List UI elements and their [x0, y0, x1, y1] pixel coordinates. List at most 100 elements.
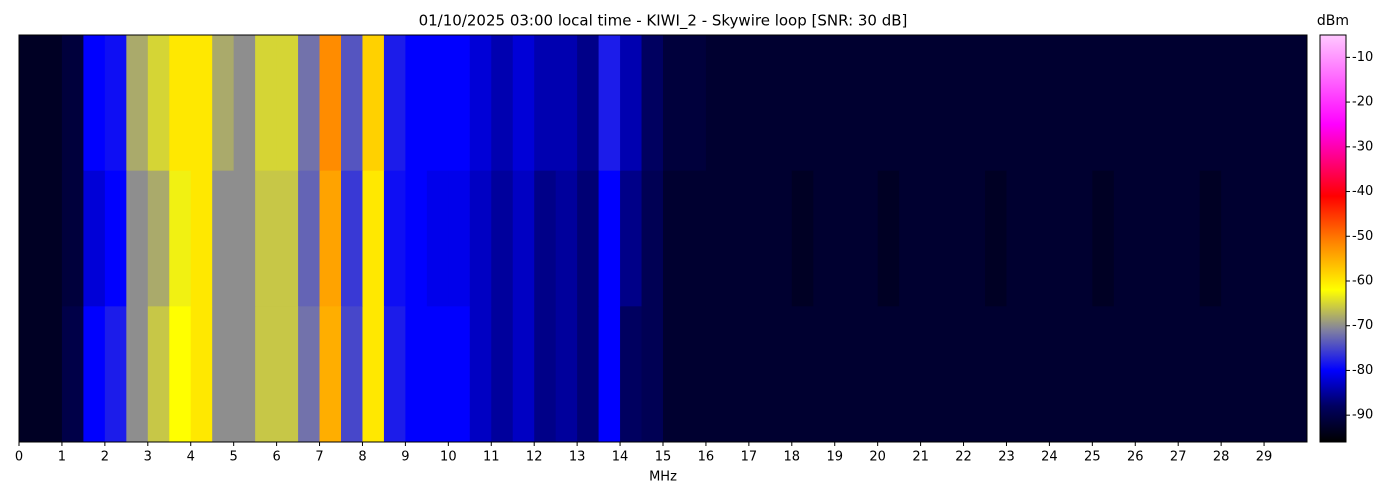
heat-cell [985, 35, 1007, 172]
chart-title: 01/10/2025 03:00 local time - KIWI_2 - S… [419, 12, 908, 31]
heat-cell [705, 170, 728, 307]
heat-cell [748, 306, 771, 443]
colorbar-tick-label: -90 [1352, 408, 1373, 423]
heat-cell [426, 306, 449, 443]
x-tick-label: 14 [612, 450, 629, 465]
heat-cell [190, 306, 213, 443]
colorbar-tick-label: -70 [1352, 318, 1373, 333]
heat-cell [190, 35, 213, 172]
heat-cell [147, 170, 170, 307]
heat-cell [555, 170, 578, 307]
heat-cell [341, 306, 363, 443]
heat-cell [426, 35, 449, 172]
heat-cell [319, 35, 342, 172]
colorbar-tick-label: -30 [1352, 139, 1373, 154]
heat-cell [1135, 306, 1158, 443]
heat-cell [791, 170, 814, 307]
heat-cell [405, 35, 428, 172]
heat-cell [298, 306, 321, 443]
heat-cell [469, 170, 492, 307]
heat-cell [770, 170, 793, 307]
heat-cell [1178, 35, 1201, 172]
heat-cell [1285, 35, 1308, 172]
heat-cell [684, 306, 707, 443]
x-tick-label: 3 [144, 450, 152, 465]
heat-cell [963, 306, 986, 443]
heat-cell [448, 170, 471, 307]
heat-cell [319, 306, 342, 443]
heat-cell [1113, 35, 1136, 172]
heat-cell [877, 306, 900, 443]
heat-cell [877, 170, 900, 307]
colorbar-tick-label: -80 [1352, 363, 1373, 378]
heat-cell [19, 306, 41, 443]
heat-cell [512, 35, 535, 172]
heat-cell [1285, 170, 1308, 307]
heat-cell [1027, 170, 1050, 307]
heat-cell [1027, 306, 1050, 443]
heat-cell [1242, 306, 1265, 443]
heat-cell [598, 306, 621, 443]
heat-cell [727, 35, 750, 172]
heat-cell [233, 306, 256, 443]
heat-cell [770, 306, 793, 443]
heat-cell [920, 170, 943, 307]
heat-cell [1221, 170, 1244, 307]
heat-cell [641, 35, 664, 172]
heat-cell [255, 306, 278, 443]
heat-cell [448, 306, 471, 443]
heat-cell [147, 306, 170, 443]
heat-cell [791, 35, 814, 172]
heat-cell [61, 306, 84, 443]
heat-cell [1070, 170, 1093, 307]
heat-cell [126, 170, 149, 307]
heat-cell [1113, 170, 1136, 307]
heat-cell [83, 170, 106, 307]
heat-cell [469, 306, 492, 443]
heat-cell [770, 35, 793, 172]
x-tick-label: 4 [187, 450, 195, 465]
heat-cell [1199, 35, 1222, 172]
heat-cell [1006, 306, 1029, 443]
heat-cell [276, 35, 299, 172]
heat-cell [856, 306, 879, 443]
heat-cell [362, 306, 385, 443]
x-tick-label: 29 [1256, 450, 1273, 465]
heat-cell [727, 306, 750, 443]
heat-cell [641, 306, 664, 443]
colorbar-tick-label: -50 [1352, 229, 1373, 244]
heat-cell [276, 306, 299, 443]
heat-cell [1006, 170, 1029, 307]
heat-cell [856, 35, 879, 172]
heat-cell [1135, 170, 1158, 307]
heat-cell [856, 170, 879, 307]
heat-cell [426, 170, 449, 307]
heat-cell [813, 35, 836, 172]
colorbar-label: dBm [1317, 13, 1349, 29]
heat-cell [169, 170, 192, 307]
heat-cell [598, 170, 621, 307]
heat-cell [1264, 35, 1287, 172]
heat-cell [813, 170, 836, 307]
heat-cell [1264, 170, 1287, 307]
heat-cell [405, 170, 428, 307]
heat-cell [1199, 306, 1222, 443]
heat-cell [1135, 35, 1158, 172]
heat-cell [491, 35, 514, 172]
x-tick-label: 2 [101, 450, 109, 465]
x-tick-label: 23 [998, 450, 1015, 465]
heat-cell [985, 306, 1007, 443]
heat-cell [663, 170, 685, 307]
heat-cell [598, 35, 621, 172]
x-tick-label: 20 [869, 450, 886, 465]
heat-cell [383, 306, 406, 443]
x-tick-label: 8 [358, 450, 366, 465]
heat-cell [19, 35, 41, 172]
heat-cell [620, 35, 643, 172]
heat-cell [1006, 35, 1029, 172]
heat-cell [104, 35, 127, 172]
heat-cell [491, 170, 514, 307]
heat-cell [813, 306, 836, 443]
heat-cell [1113, 306, 1136, 443]
heat-cell [512, 170, 535, 307]
